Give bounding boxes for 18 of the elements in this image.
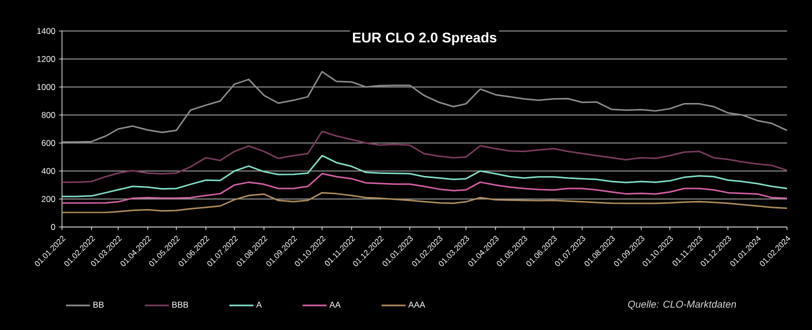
legend-label: BB (93, 302, 104, 308)
y-tick-label: 600 (42, 140, 56, 146)
source-note: Quelle: CLO-Marktdaten (628, 300, 736, 310)
y-tick-label: 1000 (37, 84, 56, 90)
line-series (61, 70, 788, 143)
y-tick-label: 200 (42, 196, 56, 202)
y-tick-label: 800 (42, 112, 56, 118)
y-tick-label: 400 (42, 168, 56, 174)
legend-label: AAA (408, 302, 426, 308)
y-tick-label: 1200 (37, 56, 56, 62)
y-tick-label: 1400 (37, 28, 56, 34)
legend-label: BBB (172, 302, 188, 308)
line-series (61, 154, 788, 198)
y-tick-label: 0 (51, 224, 56, 230)
chart-title: EUR CLO 2.0 Spreads (352, 32, 496, 46)
legend-label: AA (329, 302, 341, 308)
legend-label: A (256, 302, 262, 308)
line-series (61, 130, 788, 183)
